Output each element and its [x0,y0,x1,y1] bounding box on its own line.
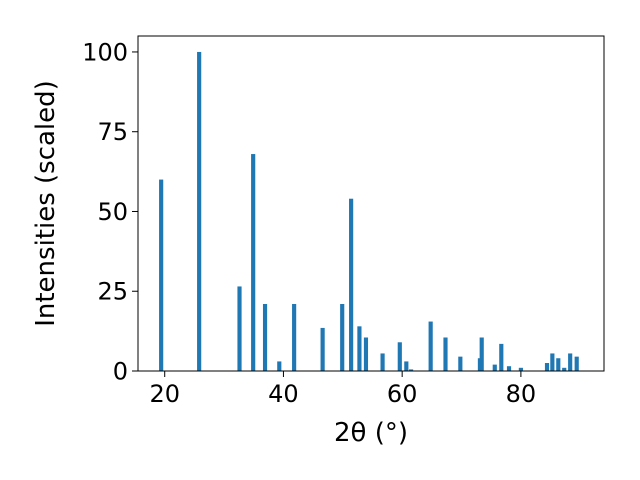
bar-peak-11 [363,337,369,371]
x-axis-label: 2θ (°) [334,418,408,448]
bar-peak-10 [357,326,362,371]
bar-peak-18 [458,356,463,371]
bar-peak-6 [292,304,297,371]
y-tick-label-1: 25 [97,278,128,306]
bar-peak-8 [340,304,345,371]
bar-peak-20 [479,337,484,371]
bar-peak-23 [506,366,512,371]
x-tick-label-0: 20 [149,380,180,408]
bar-peak-26 [550,353,555,371]
y-tick-label-4: 100 [82,38,128,66]
bar-peak-25 [544,363,550,371]
bar-peak-7 [320,327,325,371]
bar-peak-30 [574,356,579,371]
y-tick-label-3: 75 [97,118,128,146]
x-tick-label-1: 40 [268,380,299,408]
bar-peak-27 [556,358,561,371]
bar-peak-1 [197,51,202,371]
plot-frame [137,35,605,372]
x-tick-label-3: 80 [506,380,537,408]
bar-peak-14 [404,361,409,371]
bar-peak-5 [277,361,282,371]
bar-peak-16 [428,321,433,371]
bar-peak-17 [443,337,448,371]
y-tick-label-0: 0 [113,358,128,386]
y-tick-label-2: 50 [97,198,128,226]
y-axis-label: Intensities (scaled) [31,80,61,327]
bar-peak-29 [568,353,573,371]
bar-peak-13 [397,342,402,371]
bar-peak-22 [499,343,504,371]
bars-group [159,51,579,371]
bar-peak-9 [349,198,354,371]
bar-peak-12 [380,353,385,371]
x-axis-ticks: 20 40 60 80 [149,371,536,408]
bar-peak-3 [251,154,256,371]
bar-peak-0 [159,179,164,371]
y-axis-ticks: 0 25 50 75 100 [82,38,138,386]
bar-peak-4 [262,304,268,371]
bar-peak-28 [562,367,567,371]
bar-peak-2 [237,286,242,371]
bar-peak-21 [492,364,497,371]
x-tick-label-2: 60 [387,380,418,408]
bar-peak-24 [518,367,523,371]
bar-peak-15 [408,369,414,371]
